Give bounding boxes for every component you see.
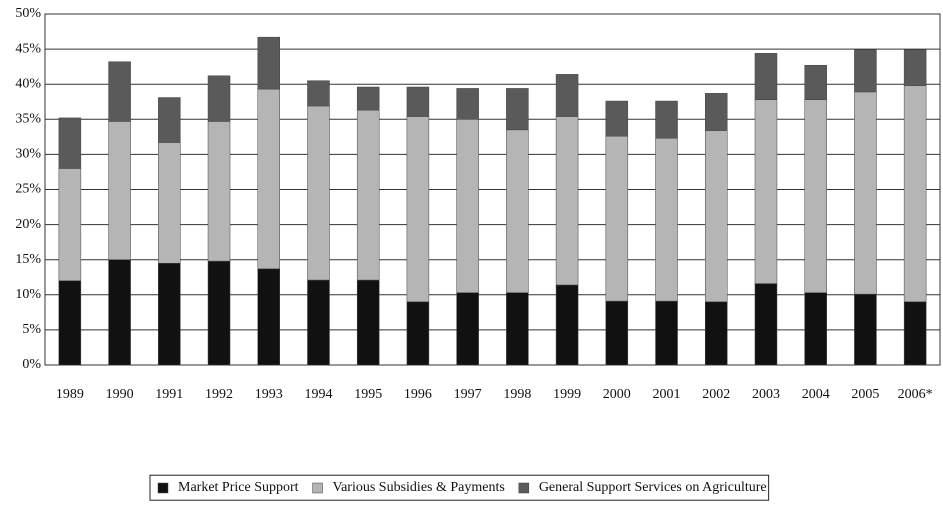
x-tick-label: 1996 xyxy=(404,387,432,402)
bar-segment xyxy=(605,300,629,366)
bar-segment xyxy=(108,259,131,366)
bar-segment xyxy=(705,93,728,131)
y-tick-label: 35% xyxy=(15,112,41,127)
bar-segment xyxy=(58,117,82,169)
bar-segment xyxy=(555,116,579,286)
bar-segment xyxy=(406,116,430,303)
bar-segment xyxy=(257,88,280,270)
x-tick-label: 1997 xyxy=(454,387,482,402)
bar-segment xyxy=(207,260,231,366)
x-tick-label: 1999 xyxy=(553,387,581,402)
bar-segment xyxy=(903,85,927,303)
bar-segment xyxy=(406,86,430,117)
bar-segment xyxy=(705,301,728,366)
bar-segment xyxy=(158,97,181,143)
x-tick-label: 1989 xyxy=(56,387,84,402)
x-tick-label: 2006* xyxy=(898,387,933,402)
bar-segment xyxy=(257,36,280,90)
bar-segment xyxy=(356,109,380,281)
bar-segment xyxy=(655,138,678,302)
bar-segment xyxy=(257,268,280,366)
bar-segment xyxy=(207,75,231,122)
bar-segment xyxy=(854,91,877,295)
x-tick-label: 2001 xyxy=(653,387,681,402)
x-tick-label: 2002 xyxy=(702,387,730,402)
bar-segment xyxy=(754,53,778,100)
y-tick-label: 10% xyxy=(15,287,41,302)
bar-segment xyxy=(307,279,330,366)
bar-segment xyxy=(854,293,877,366)
bar-segment xyxy=(903,301,927,366)
x-tick-label: 1991 xyxy=(155,387,183,402)
x-tick-label: 1994 xyxy=(304,387,332,402)
legend-label: Various Subsidies & Payments xyxy=(333,480,505,495)
bar-segment xyxy=(655,300,678,366)
y-tick-label: 5% xyxy=(22,322,41,337)
bar-segment xyxy=(158,142,181,264)
bar-segment xyxy=(804,64,827,100)
legend-label: Market Price Support xyxy=(178,480,299,495)
x-tick-label: 1992 xyxy=(205,387,233,402)
bar-segment xyxy=(108,121,131,260)
bar-segment xyxy=(754,283,778,366)
x-tick-label: 1995 xyxy=(354,387,382,402)
bar-segment xyxy=(506,292,529,366)
y-tick-label: 25% xyxy=(15,182,41,197)
bar-segment xyxy=(108,61,131,122)
x-tick-label: 2000 xyxy=(603,387,631,402)
bar-segment xyxy=(58,280,82,366)
bar-segment xyxy=(356,86,380,111)
bar-segment xyxy=(705,130,728,303)
y-tick-label: 40% xyxy=(15,76,41,91)
bar-segment xyxy=(356,279,380,366)
legend-swatch xyxy=(157,482,169,494)
bar-segment xyxy=(506,129,529,293)
x-tick-label: 1998 xyxy=(503,387,531,402)
bar-segment xyxy=(456,88,479,120)
legend: Market Price Support Various Subsidies & … xyxy=(157,480,767,495)
plot-frame xyxy=(44,13,941,366)
bar-segment xyxy=(555,74,579,117)
y-tick-label: 15% xyxy=(15,252,41,267)
bar-segment xyxy=(605,135,629,302)
bar-segment xyxy=(406,301,430,366)
bar-segment xyxy=(655,100,678,139)
y-tick-label: 30% xyxy=(15,147,41,162)
y-tick-label: 45% xyxy=(15,41,41,56)
legend-box xyxy=(149,474,770,501)
bar-segment xyxy=(605,100,629,137)
bar-segment xyxy=(804,292,827,366)
bar-segment xyxy=(456,119,479,293)
bar-segment xyxy=(307,105,330,281)
bar-segment xyxy=(754,99,778,284)
bar-segment xyxy=(854,49,877,93)
y-tick-label: 0% xyxy=(22,357,41,372)
legend-swatch xyxy=(312,482,323,494)
bar-segment xyxy=(555,284,579,366)
bar-segment xyxy=(207,121,231,262)
x-tick-label: 1990 xyxy=(106,387,134,402)
x-tick-label: 2004 xyxy=(802,387,830,402)
bar-segment xyxy=(506,88,529,131)
bar-segment xyxy=(158,262,181,366)
bar-segment xyxy=(456,292,479,366)
y-tick-label: 20% xyxy=(15,217,41,232)
bar-segment xyxy=(307,80,330,107)
y-tick-label: 50% xyxy=(15,6,41,21)
bar-segment xyxy=(58,168,82,282)
legend-swatch xyxy=(518,482,530,494)
bar-segment xyxy=(804,99,827,293)
x-tick-label: 2005 xyxy=(851,387,879,402)
legend-label: General Support Services on Agriculture xyxy=(539,480,767,495)
x-tick-label: 2003 xyxy=(752,387,780,402)
x-tick-label: 1993 xyxy=(255,387,283,402)
bar-segment xyxy=(903,49,927,86)
